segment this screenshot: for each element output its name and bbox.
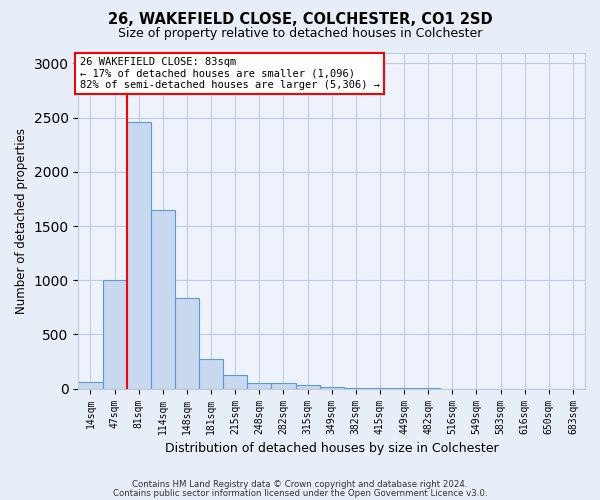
Bar [103,280,127,388]
Text: Contains HM Land Registry data © Crown copyright and database right 2024.: Contains HM Land Registry data © Crown c… [132,480,468,489]
Bar [175,298,199,388]
Bar [127,122,151,388]
Bar [79,382,103,388]
Text: Size of property relative to detached houses in Colchester: Size of property relative to detached ho… [118,28,482,40]
Text: 26, WAKEFIELD CLOSE, COLCHESTER, CO1 2SD: 26, WAKEFIELD CLOSE, COLCHESTER, CO1 2SD [107,12,493,28]
Bar [151,210,175,388]
Bar [296,385,320,388]
Bar [199,360,223,388]
Text: Contains public sector information licensed under the Open Government Licence v3: Contains public sector information licen… [113,488,487,498]
X-axis label: Distribution of detached houses by size in Colchester: Distribution of detached houses by size … [165,442,499,455]
Text: 26 WAKEFIELD CLOSE: 83sqm
← 17% of detached houses are smaller (1,096)
82% of se: 26 WAKEFIELD CLOSE: 83sqm ← 17% of detac… [80,57,380,90]
Bar [247,382,271,388]
Bar [223,374,247,388]
Bar [320,386,344,388]
Bar [271,384,296,388]
Y-axis label: Number of detached properties: Number of detached properties [15,128,28,314]
